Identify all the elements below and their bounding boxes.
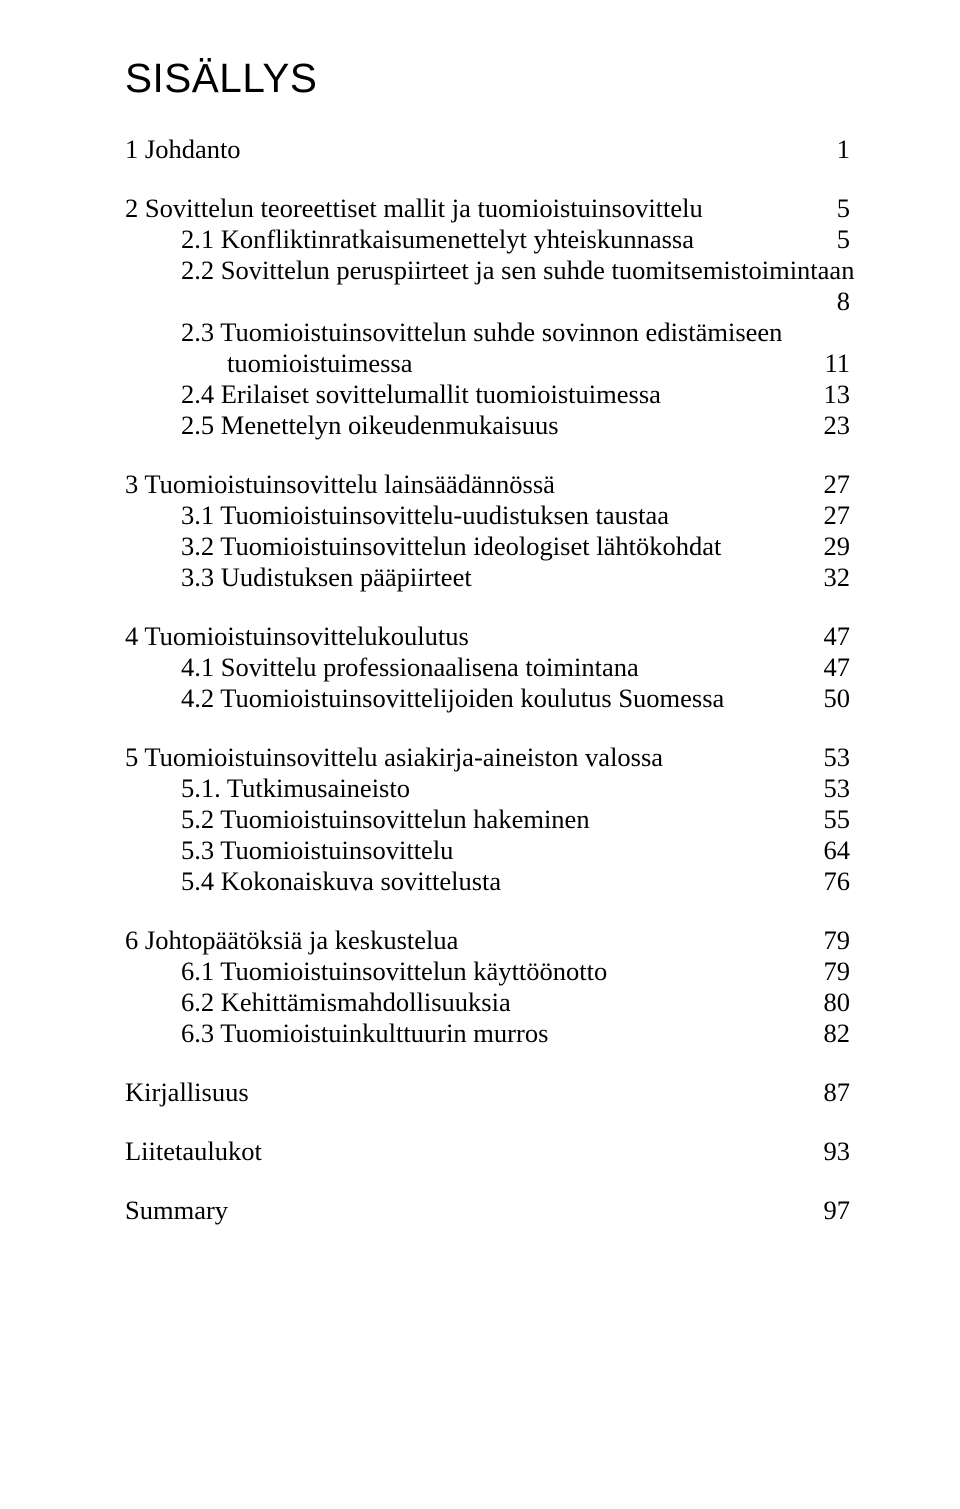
toc-entry-page: 8 <box>837 286 850 317</box>
toc-entry: 2.5 Menettelyn oikeudenmukaisuus 23 <box>125 410 850 441</box>
toc-entry-page: 79 <box>824 925 851 956</box>
toc-entry: 2 Sovittelun teoreettiset mallit ja tuom… <box>125 193 850 224</box>
toc-entry-page: 64 <box>824 835 851 866</box>
toc-entry: 2.4 Erilaiset sovittelumallit tuomioistu… <box>125 379 850 410</box>
toc-entry-page: 82 <box>824 1018 851 1049</box>
toc-block: 5 Tuomioistuinsovittelu asiakirja-aineis… <box>125 742 850 897</box>
toc-entry-label: Liitetaulukot <box>125 1136 262 1167</box>
toc-entry-label: 1 Johdanto <box>125 134 241 165</box>
toc-entry-label: 5 Tuomioistuinsovittelu asiakirja-aineis… <box>125 742 663 773</box>
toc-title: SISÄLLYS <box>125 55 850 102</box>
toc-entry-label: 5.1. Tutkimusaineisto <box>181 773 410 804</box>
toc-entry: 6 Johtopäätöksiä ja keskustelua 79 <box>125 925 850 956</box>
toc-block: 1 Johdanto 1 <box>125 134 850 165</box>
toc-entry: 3.2 Tuomioistuinsovittelun ideologiset l… <box>125 531 850 562</box>
toc-entry-page: 1 <box>837 134 850 165</box>
toc-entry-page: 55 <box>824 804 851 835</box>
toc-entry-label: 4.2 Tuomioistuinsovittelijoiden koulutus… <box>181 683 724 714</box>
toc-entry: Liitetaulukot 93 <box>125 1136 850 1167</box>
toc-entry-continuation: 8 <box>125 286 850 317</box>
toc-block: Liitetaulukot 93 <box>125 1136 850 1167</box>
toc-entry-label: tuomioistuimessa <box>227 348 413 379</box>
toc-entry-page: 53 <box>824 773 851 804</box>
toc-entry-page: 53 <box>824 742 851 773</box>
toc-entry: 3 Tuomioistuinsovittelu lainsäädännössä 2… <box>125 469 850 500</box>
toc-entry-label: 5.4 Kokonaiskuva sovittelusta <box>181 866 501 897</box>
toc-entry-page: 5 <box>837 193 850 224</box>
toc-entry-label: 3.1 Tuomioistuinsovittelu-uudistuksen ta… <box>181 500 669 531</box>
toc-entry-page: 11 <box>824 348 850 379</box>
toc-entry-page: 50 <box>824 683 851 714</box>
toc-entry: 5.1. Tutkimusaineisto 53 <box>125 773 850 804</box>
toc-entry: 2.2 Sovittelun peruspiirteet ja sen suhd… <box>125 255 850 286</box>
toc-entry: 2.3 Tuomioistuinsovittelun suhde sovinno… <box>125 317 850 348</box>
toc-entry-label: 5.3 Tuomioistuinsovittelu <box>181 835 453 866</box>
toc-entry-page: 76 <box>824 866 851 897</box>
page: SISÄLLYS 1 Johdanto 1 2 Sovittelun teoreet… <box>0 0 960 1509</box>
toc-entry-page: 97 <box>824 1195 851 1226</box>
toc-entry-page: 13 <box>824 379 851 410</box>
toc-entry-label: 2.5 Menettelyn oikeudenmukaisuus <box>181 410 559 441</box>
toc-entry-label: 5.2 Tuomioistuinsovittelun hakeminen <box>181 804 590 835</box>
toc-block: 6 Johtopäätöksiä ja keskustelua796.1 Tuo… <box>125 925 850 1049</box>
toc-entry-page: 47 <box>824 652 851 683</box>
toc-entry-label: 3.2 Tuomioistuinsovittelun ideologiset l… <box>181 531 721 562</box>
toc-block: Summary 97 <box>125 1195 850 1226</box>
toc-entry-label: Summary <box>125 1195 228 1226</box>
toc-entry: Kirjallisuus 87 <box>125 1077 850 1108</box>
toc-entry: 6.1 Tuomioistuinsovittelun käyttöönotto 7… <box>125 956 850 987</box>
toc-entry: 5.2 Tuomioistuinsovittelun hakeminen 55 <box>125 804 850 835</box>
toc-entry-label: 2.1 Konfliktinratkaisumenettelyt yhteisk… <box>181 224 694 255</box>
toc-entry-label: 3 Tuomioistuinsovittelu lainsäädännössä <box>125 469 555 500</box>
toc-entry-label: 2.2 Sovittelun peruspiirteet ja sen suhd… <box>181 255 854 286</box>
toc-entry-label: Kirjallisuus <box>125 1077 249 1108</box>
toc-entry-page: 47 <box>824 621 851 652</box>
toc-entry-page: 27 <box>824 500 851 531</box>
toc-entry-label: 6.2 Kehittämismahdollisuuksia <box>181 987 511 1018</box>
toc-entry: 2.1 Konfliktinratkaisumenettelyt yhteisk… <box>125 224 850 255</box>
toc-entry: 4.2 Tuomioistuinsovittelijoiden koulutus… <box>125 683 850 714</box>
toc-entry-page: 93 <box>824 1136 851 1167</box>
toc-container: 1 Johdanto 1 2 Sovittelun teoreettiset mal… <box>125 134 850 1226</box>
toc-entry: 6.3 Tuomioistuinkulttuurin murros 82 <box>125 1018 850 1049</box>
toc-entry-page: 23 <box>824 410 851 441</box>
toc-entry-page: 32 <box>824 562 851 593</box>
toc-entry: 3.1 Tuomioistuinsovittelu-uudistuksen ta… <box>125 500 850 531</box>
toc-entry-label: 2 Sovittelun teoreettiset mallit ja tuom… <box>125 193 703 224</box>
toc-entry: 6.2 Kehittämismahdollisuuksia 80 <box>125 987 850 1018</box>
toc-entry: 4.1 Sovittelu professionaalisena toimint… <box>125 652 850 683</box>
toc-entry: 5 Tuomioistuinsovittelu asiakirja-aineis… <box>125 742 850 773</box>
toc-entry-label: 2.3 Tuomioistuinsovittelun suhde sovinno… <box>181 317 782 348</box>
toc-entry-label: 2.4 Erilaiset sovittelumallit tuomioistu… <box>181 379 661 410</box>
toc-entry-page: 80 <box>824 987 851 1018</box>
toc-entry-page: 29 <box>824 531 851 562</box>
toc-entry: 1 Johdanto 1 <box>125 134 850 165</box>
toc-entry-page: 79 <box>824 956 851 987</box>
toc-entry-page: 5 <box>837 224 850 255</box>
toc-entry: 4 Tuomioistuinsovittelukoulutus 47 <box>125 621 850 652</box>
toc-entry: Summary 97 <box>125 1195 850 1226</box>
toc-entry-label: 4 Tuomioistuinsovittelukoulutus <box>125 621 469 652</box>
toc-block: 3 Tuomioistuinsovittelu lainsäädännössä 2… <box>125 469 850 593</box>
toc-entry-label: 6 Johtopäätöksiä ja keskustelua <box>125 925 458 956</box>
toc-block: 2 Sovittelun teoreettiset mallit ja tuom… <box>125 193 850 441</box>
toc-entry-label: 6.1 Tuomioistuinsovittelun käyttöönotto <box>181 956 607 987</box>
toc-entry-continuation: tuomioistuimessa 11 <box>125 348 850 379</box>
toc-block: Kirjallisuus 87 <box>125 1077 850 1108</box>
toc-entry: 5.4 Kokonaiskuva sovittelusta 76 <box>125 866 850 897</box>
toc-entry-label: 6.3 Tuomioistuinkulttuurin murros <box>181 1018 548 1049</box>
toc-entry-page: 87 <box>824 1077 851 1108</box>
toc-block: 4 Tuomioistuinsovittelukoulutus 47 4.1 Sov… <box>125 621 850 714</box>
toc-entry: 3.3 Uudistuksen pääpiirteet 32 <box>125 562 850 593</box>
toc-entry: 5.3 Tuomioistuinsovittelu 64 <box>125 835 850 866</box>
toc-entry-page: 27 <box>824 469 851 500</box>
toc-entry-label: 4.1 Sovittelu professionaalisena toimint… <box>181 652 639 683</box>
toc-entry-label: 3.3 Uudistuksen pääpiirteet <box>181 562 472 593</box>
